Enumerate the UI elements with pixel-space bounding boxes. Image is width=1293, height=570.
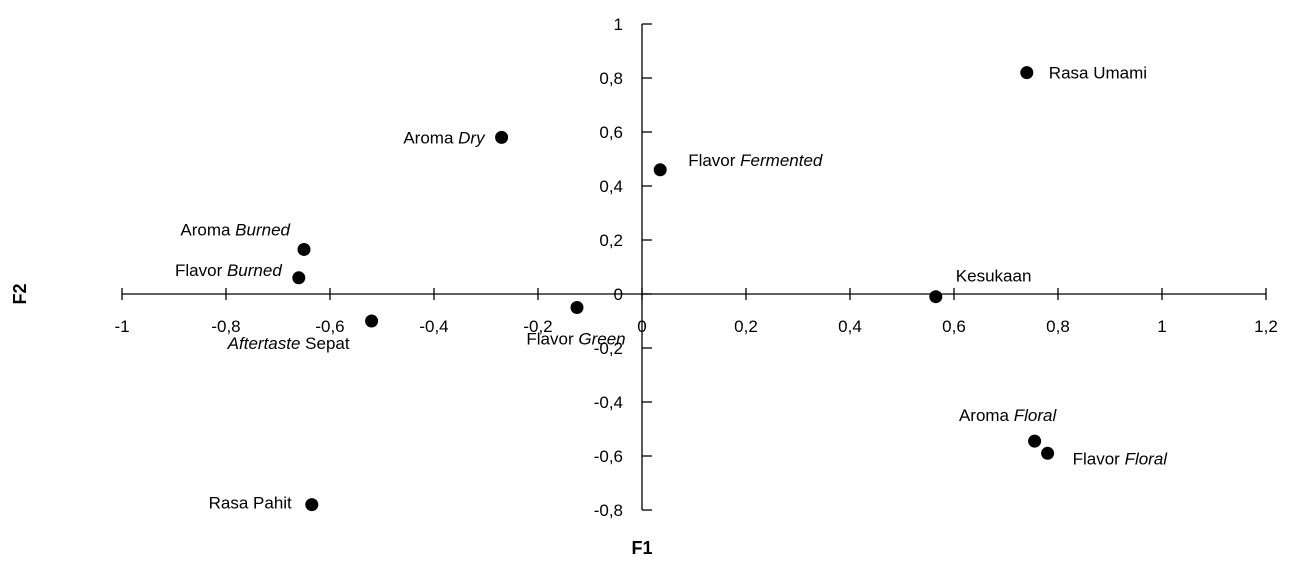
data-point <box>929 290 943 304</box>
y-tick-label: -0,8 <box>594 501 623 520</box>
point-label-part: Floral <box>1125 449 1169 468</box>
x-tick-label: 0,6 <box>942 317 966 336</box>
point-label: Aroma Burned <box>180 220 290 239</box>
point-labels: Rasa Umami Aroma Dry Flavor Fermented Aroma… <box>175 64 1168 513</box>
point-label-part: Aroma <box>180 220 235 239</box>
point-label-part: Floral <box>1014 406 1058 425</box>
x-tick-label: 0 <box>637 317 646 336</box>
data-point <box>653 163 667 177</box>
point-label: Kesukaan <box>956 267 1032 286</box>
y-axis-ticks: 1 0,8 0,6 0,4 0,2 0 -0,2 -0,4 -0,6 -0,8 <box>594 15 652 520</box>
point-label-part: Kesukaan <box>956 267 1032 286</box>
point-label-part: Rasa Umami <box>1049 64 1147 83</box>
point-label-part: Dry <box>458 128 486 147</box>
y-tick-label: 1 <box>614 15 623 34</box>
axes <box>122 24 1266 510</box>
point-label-part: Green <box>578 330 625 349</box>
point-label: Flavor Fermented <box>688 151 823 170</box>
x-tick-label: -0,4 <box>419 317 448 336</box>
data-point <box>292 271 306 285</box>
data-point <box>305 498 319 512</box>
y-tick-label: -0,4 <box>594 393 623 412</box>
y-axis-title: F2 <box>10 283 30 304</box>
point-label-part: Flavor <box>526 330 578 349</box>
y-tick-label: 0,8 <box>599 69 623 88</box>
point-label: Aroma Dry <box>403 128 486 147</box>
point-label-part: Burned <box>227 261 282 280</box>
point-label: Rasa Umami <box>1049 64 1147 83</box>
y-tick-label: 0,6 <box>599 123 623 142</box>
x-tick-label: -0,8 <box>211 317 240 336</box>
data-point <box>365 314 379 328</box>
y-tick-label: 0,4 <box>599 177 623 196</box>
data-point <box>495 130 509 144</box>
point-label: Aftertaste Sepat <box>227 334 350 353</box>
x-axis-ticks: -1 -0,8 -0,6 -0,4 -0,2 0 0,2 0,4 0,6 0,8 1 1,2 <box>114 288 1278 336</box>
point-label-part: Burned <box>235 220 290 239</box>
data-point <box>1020 66 1034 80</box>
x-tick-label: 1 <box>1157 317 1166 336</box>
x-tick-label: 0,8 <box>1046 317 1070 336</box>
point-label-part: Aroma <box>959 406 1014 425</box>
point-label-part: Flavor <box>1073 449 1125 468</box>
point-label: Flavor Green <box>526 330 625 349</box>
x-tick-label: 1,2 <box>1254 317 1278 336</box>
y-tick-label: 0 <box>614 285 623 304</box>
data-point <box>570 301 584 314</box>
point-label-part: Rasa Pahit <box>209 494 292 513</box>
data-point <box>1028 434 1042 448</box>
point-label-part: Aroma <box>403 128 458 147</box>
x-tick-label: -0,6 <box>315 317 344 336</box>
point-label-part: Aftertaste <box>227 334 301 353</box>
y-tick-label: -0,6 <box>594 447 623 466</box>
point-label: Rasa Pahit <box>209 494 292 513</box>
data-points <box>292 66 1055 512</box>
x-tick-label: 0,4 <box>838 317 862 336</box>
point-label: Aroma Floral <box>959 406 1058 425</box>
y-tick-label: 0,2 <box>599 231 623 250</box>
data-point <box>297 242 311 256</box>
x-axis-title: F1 <box>631 538 652 558</box>
data-point <box>1041 446 1055 460</box>
point-label-part: Sepat <box>300 334 349 353</box>
point-label-part: Flavor <box>688 151 740 170</box>
point-label-part: Flavor <box>175 261 227 280</box>
point-label: Flavor Burned <box>175 261 282 280</box>
point-label-part: Fermented <box>740 151 823 170</box>
point-label: Flavor Floral <box>1073 449 1169 468</box>
y-tick-label: -0,2 <box>594 339 623 358</box>
x-tick-label: -0,2 <box>523 317 552 336</box>
x-tick-label: -1 <box>114 317 129 336</box>
x-tick-label: 0,2 <box>734 317 758 336</box>
